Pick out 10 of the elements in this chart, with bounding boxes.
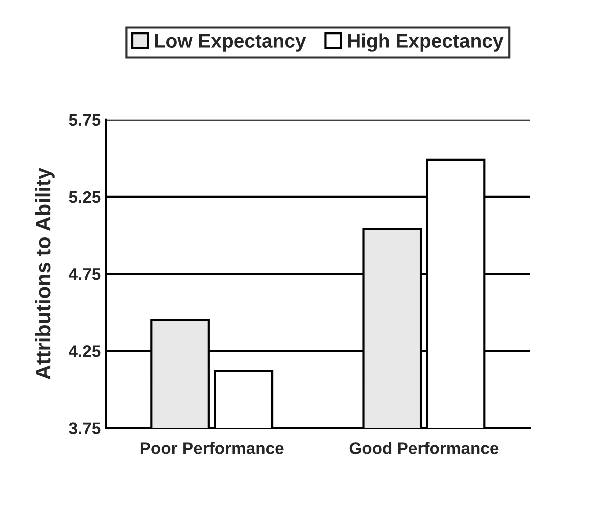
x-tick-label: Poor Performance [140, 442, 284, 454]
y-tick-label: 4.75 [69, 268, 101, 280]
x-tick-label: Good Performance [350, 442, 499, 454]
y-tick-label: 3.75 [69, 422, 101, 434]
y-tick-label: 5.25 [69, 191, 101, 204]
y-axis-title: Attributions to Ability [35, 168, 55, 380]
y-tick-label: 4.25 [69, 346, 101, 358]
legend-label: Low Expectancy [155, 34, 306, 52]
legend-label: High Expectancy [348, 34, 504, 52]
y-tick-label: 5.75 [69, 114, 101, 126]
